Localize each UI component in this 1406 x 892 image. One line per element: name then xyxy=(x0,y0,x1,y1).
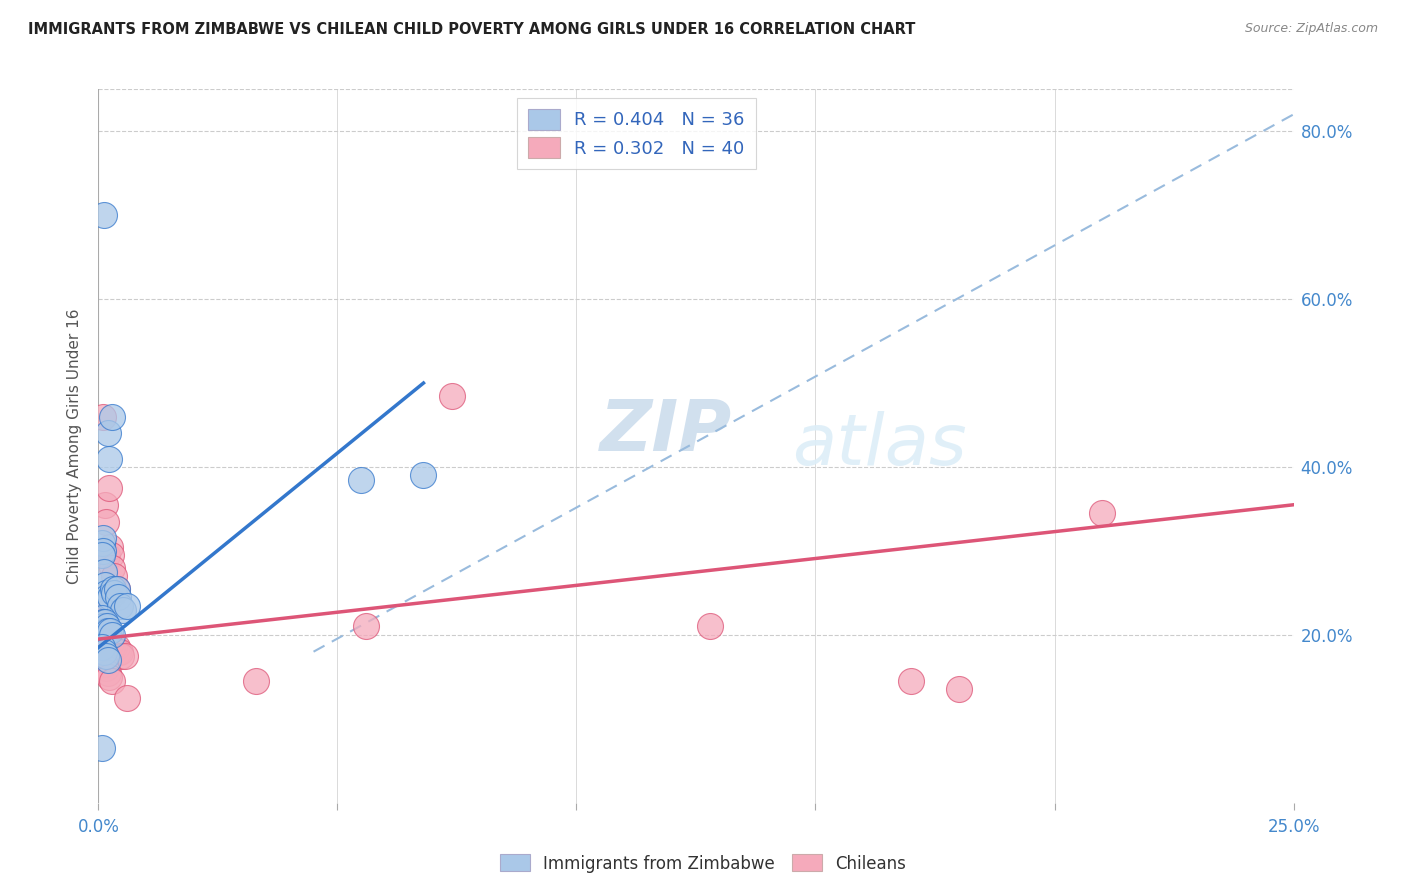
Point xyxy=(101,640,124,655)
Point xyxy=(97,632,120,646)
Point xyxy=(93,565,115,579)
Point xyxy=(245,674,267,689)
Point xyxy=(115,690,138,705)
Point xyxy=(107,590,129,604)
Point xyxy=(91,653,114,667)
Point xyxy=(112,603,135,617)
Point xyxy=(100,636,122,650)
Point xyxy=(93,657,115,672)
Point xyxy=(101,582,124,596)
Point xyxy=(94,624,117,638)
Point xyxy=(91,409,114,424)
Point xyxy=(91,532,114,546)
Point xyxy=(948,682,970,697)
Point xyxy=(91,615,114,630)
Point xyxy=(97,665,120,680)
Point xyxy=(98,540,122,554)
Point xyxy=(93,208,115,222)
Point xyxy=(412,468,434,483)
Point xyxy=(354,619,377,633)
Point xyxy=(96,619,118,633)
Point xyxy=(96,548,118,562)
Point xyxy=(98,590,122,604)
Point xyxy=(105,640,128,655)
Point xyxy=(91,548,114,562)
Point xyxy=(91,640,114,655)
Point xyxy=(107,645,129,659)
Point xyxy=(98,624,122,638)
Point xyxy=(94,515,117,529)
Point xyxy=(103,586,125,600)
Point xyxy=(94,586,117,600)
Point xyxy=(91,741,114,756)
Point xyxy=(91,544,114,558)
Point xyxy=(108,645,131,659)
Point xyxy=(94,577,117,591)
Point xyxy=(103,640,125,655)
Point xyxy=(97,653,120,667)
Point xyxy=(441,389,464,403)
Point xyxy=(94,498,117,512)
Point xyxy=(90,611,112,625)
Point xyxy=(97,481,120,495)
Point xyxy=(699,619,721,633)
Point xyxy=(97,624,120,638)
Point xyxy=(101,409,124,424)
Text: atlas: atlas xyxy=(792,411,966,481)
Point xyxy=(94,619,117,633)
Point xyxy=(114,648,136,663)
Point xyxy=(97,670,120,684)
Point xyxy=(93,645,115,659)
Point xyxy=(97,628,120,642)
Point xyxy=(91,535,114,549)
Legend: Immigrants from Zimbabwe, Chileans: Immigrants from Zimbabwe, Chileans xyxy=(494,847,912,880)
Point xyxy=(350,473,373,487)
Point xyxy=(101,560,124,574)
Point xyxy=(94,648,117,663)
Y-axis label: Child Poverty Among Girls Under 16: Child Poverty Among Girls Under 16 xyxy=(67,309,83,583)
Point xyxy=(1091,506,1114,520)
Point xyxy=(91,615,114,630)
Point xyxy=(91,607,114,621)
Point xyxy=(97,451,120,466)
Point xyxy=(93,615,115,630)
Point xyxy=(105,582,128,596)
Point xyxy=(103,569,125,583)
Point xyxy=(110,599,132,613)
Point xyxy=(110,648,132,663)
Point xyxy=(97,426,120,441)
Point xyxy=(115,599,138,613)
Point xyxy=(93,615,115,630)
Text: Source: ZipAtlas.com: Source: ZipAtlas.com xyxy=(1244,22,1378,36)
Point xyxy=(94,661,117,675)
Point xyxy=(101,628,124,642)
Point xyxy=(101,674,124,689)
Point xyxy=(91,619,114,633)
Point xyxy=(91,594,114,608)
Point xyxy=(96,590,118,604)
Text: IMMIGRANTS FROM ZIMBABWE VS CHILEAN CHILD POVERTY AMONG GIRLS UNDER 16 CORRELATI: IMMIGRANTS FROM ZIMBABWE VS CHILEAN CHIL… xyxy=(28,22,915,37)
Point xyxy=(94,624,117,638)
Point xyxy=(105,582,128,596)
Point xyxy=(900,674,922,689)
Point xyxy=(100,548,122,562)
Text: ZIP: ZIP xyxy=(600,397,733,467)
Legend: R = 0.404   N = 36, R = 0.302   N = 40: R = 0.404 N = 36, R = 0.302 N = 40 xyxy=(517,98,755,169)
